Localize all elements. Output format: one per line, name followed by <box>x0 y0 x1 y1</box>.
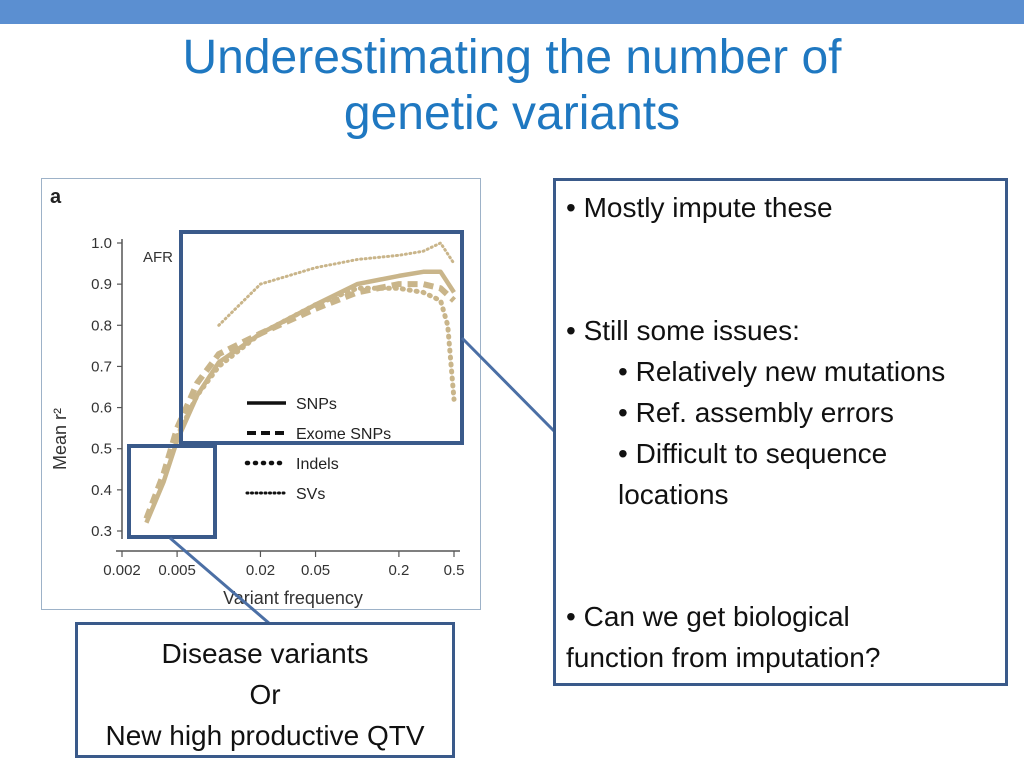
x-tick-label: 0.005 <box>158 562 196 579</box>
sub-bullet-2: • Ref. assembly errors <box>618 397 894 428</box>
series-line-svs <box>217 241 456 327</box>
y-tick-label: 0.4 <box>91 482 112 499</box>
x-axis-label: Variant frequency <box>223 588 363 608</box>
y-tick-label: 1.0 <box>91 235 112 252</box>
legend-label: SNPs <box>296 396 337 413</box>
legend-label: Indels <box>296 456 339 473</box>
slide-title: Underestimating the number of genetic va… <box>0 30 1024 142</box>
notes-box: • Mostly impute these • Still some issue… <box>553 178 1008 686</box>
annotation-afr: AFR <box>143 249 173 266</box>
bullet-3-line-1: • Can we get biological <box>566 601 850 632</box>
y-tick-label: 0.5 <box>91 441 112 458</box>
bullet-3-line-2: function from imputation? <box>566 642 881 673</box>
legend-label: Exome SNPs <box>296 426 391 443</box>
sub-bullet-3-continued: locations <box>618 479 729 510</box>
y-tick-label: 0.9 <box>91 276 112 293</box>
x-tick-label: 0.2 <box>388 562 409 579</box>
connector-to-bottom-box <box>169 536 271 626</box>
bottom-line-3: New high productive QTV <box>105 720 425 751</box>
legend-label: SVs <box>296 486 325 503</box>
top-accent-bar <box>0 0 1024 24</box>
x-tick-label: 0.002 <box>103 562 141 579</box>
bullet-2: • Still some issues: <box>566 315 800 346</box>
connector-to-right-box <box>460 336 557 434</box>
figure-panel: a AFR Variant frequency Mean r² 0.3 0.4 0.… <box>41 178 481 610</box>
sub-bullet-3: • Difficult to sequence <box>618 438 888 469</box>
title-line-2: genetic variants <box>343 87 681 140</box>
series-line-indels <box>174 285 457 439</box>
panel-label: a <box>50 186 62 208</box>
y-tick-label: 0.3 <box>91 523 112 540</box>
y-tick-label: 0.6 <box>91 400 112 417</box>
x-tick-label: 0.05 <box>301 562 330 579</box>
bullet-1: • Mostly impute these <box>566 192 833 223</box>
bottom-line-2: Or <box>249 679 281 710</box>
common-variant-highlight-box <box>179 230 464 445</box>
title-line-1: Underestimating the number of <box>182 31 842 84</box>
sub-bullet-1: • Relatively new mutations <box>618 356 946 387</box>
y-tick-label: 0.7 <box>91 358 112 375</box>
rare-variant-highlight-box <box>127 444 217 539</box>
x-tick-label: 0.02 <box>246 562 275 579</box>
disease-variants-box: Disease variants Or New high productive … <box>75 622 455 758</box>
y-tick-label: 0.8 <box>91 317 112 334</box>
bottom-line-1: Disease variants <box>161 638 369 669</box>
y-axis-label: Mean r² <box>50 408 70 470</box>
x-tick-label: 0.5 <box>444 562 465 579</box>
